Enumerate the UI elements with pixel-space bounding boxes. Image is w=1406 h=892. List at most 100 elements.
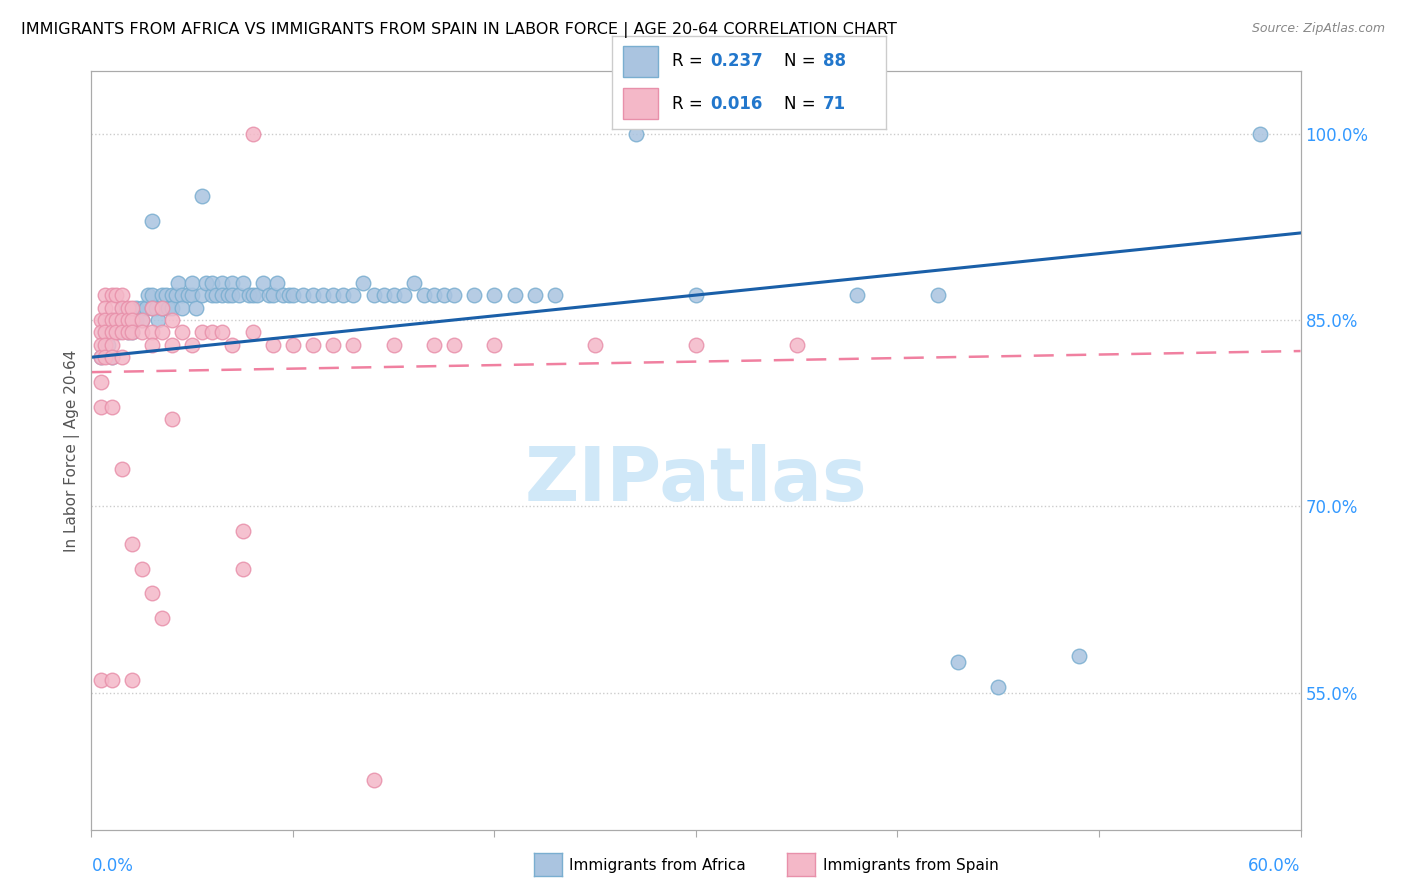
Point [111, 350, 132, 364]
Point [111, 326, 132, 340]
Point [131, 301, 153, 315]
Point [100, 350, 122, 364]
Point [141, 586, 163, 600]
Point [191, 188, 214, 202]
Point [181, 276, 204, 290]
Point [186, 301, 208, 315]
Point [205, 288, 228, 302]
Point [423, 338, 446, 352]
Point [271, 288, 294, 302]
Point [94, 350, 117, 364]
Point [238, 288, 260, 302]
Point [165, 288, 187, 302]
Point [94, 288, 117, 302]
Point [252, 276, 274, 290]
Point [231, 276, 253, 290]
Point [156, 301, 179, 315]
Point [131, 326, 153, 340]
Point [111, 313, 132, 327]
Point [302, 338, 325, 352]
Point [104, 313, 127, 327]
Point [121, 326, 143, 340]
Point [131, 313, 153, 327]
Point [846, 288, 869, 302]
Point [281, 338, 304, 352]
Point [94, 326, 117, 340]
Text: 0.0%: 0.0% [91, 857, 134, 875]
Point [160, 412, 183, 426]
Text: 88: 88 [823, 53, 846, 70]
Point [150, 301, 173, 315]
Point [100, 338, 122, 352]
Point [145, 301, 167, 315]
Text: Immigrants from Africa: Immigrants from Africa [569, 858, 747, 872]
Point [125, 301, 148, 315]
Point [322, 288, 344, 302]
Point [104, 288, 127, 302]
Point [423, 288, 446, 302]
Point [90, 338, 112, 352]
Point [177, 288, 200, 302]
Y-axis label: In Labor Force | Age 20-64: In Labor Force | Age 20-64 [65, 350, 80, 551]
Point [221, 288, 243, 302]
Point [231, 524, 253, 539]
Point [181, 338, 204, 352]
Point [141, 338, 163, 352]
Point [135, 301, 157, 315]
Point [172, 326, 194, 340]
Point [90, 375, 112, 389]
Point [141, 326, 163, 340]
Point [160, 338, 183, 352]
Point [231, 561, 253, 575]
Point [332, 288, 354, 302]
Point [266, 276, 288, 290]
Point [141, 288, 163, 302]
Point [121, 301, 143, 315]
Point [443, 288, 465, 302]
Point [100, 313, 122, 327]
Point [433, 288, 456, 302]
Text: IMMIGRANTS FROM AFRICA VS IMMIGRANTS FROM SPAIN IN LABOR FORCE | AGE 20-64 CORRE: IMMIGRANTS FROM AFRICA VS IMMIGRANTS FRO… [21, 22, 897, 38]
Point [90, 313, 112, 327]
Point [94, 313, 117, 327]
Point [211, 276, 233, 290]
Point [100, 326, 122, 340]
Text: Immigrants from Spain: Immigrants from Spain [823, 858, 998, 872]
Point [121, 313, 143, 327]
Point [402, 276, 425, 290]
Point [160, 301, 183, 315]
Point [262, 338, 284, 352]
Point [363, 288, 385, 302]
Point [100, 301, 122, 315]
Point [484, 288, 506, 302]
Point [1067, 648, 1090, 663]
Point [946, 655, 969, 669]
Point [242, 288, 264, 302]
Point [413, 288, 436, 302]
Point [94, 326, 117, 340]
Point [262, 288, 284, 302]
Text: 71: 71 [823, 95, 846, 112]
Point [150, 288, 173, 302]
Point [312, 288, 335, 302]
Point [150, 611, 173, 625]
Point [172, 301, 194, 315]
Point [217, 288, 239, 302]
Point [484, 338, 506, 352]
Point [131, 313, 153, 327]
Point [94, 338, 117, 352]
Point [624, 127, 647, 141]
Point [242, 127, 264, 141]
Point [277, 288, 299, 302]
Point [90, 400, 112, 414]
Point [121, 537, 143, 551]
Point [583, 338, 606, 352]
Point [100, 400, 122, 414]
Point [111, 301, 132, 315]
Point [201, 276, 224, 290]
Point [100, 326, 122, 340]
Point [221, 276, 243, 290]
Point [146, 313, 169, 327]
Point [141, 213, 163, 227]
Point [141, 301, 163, 315]
